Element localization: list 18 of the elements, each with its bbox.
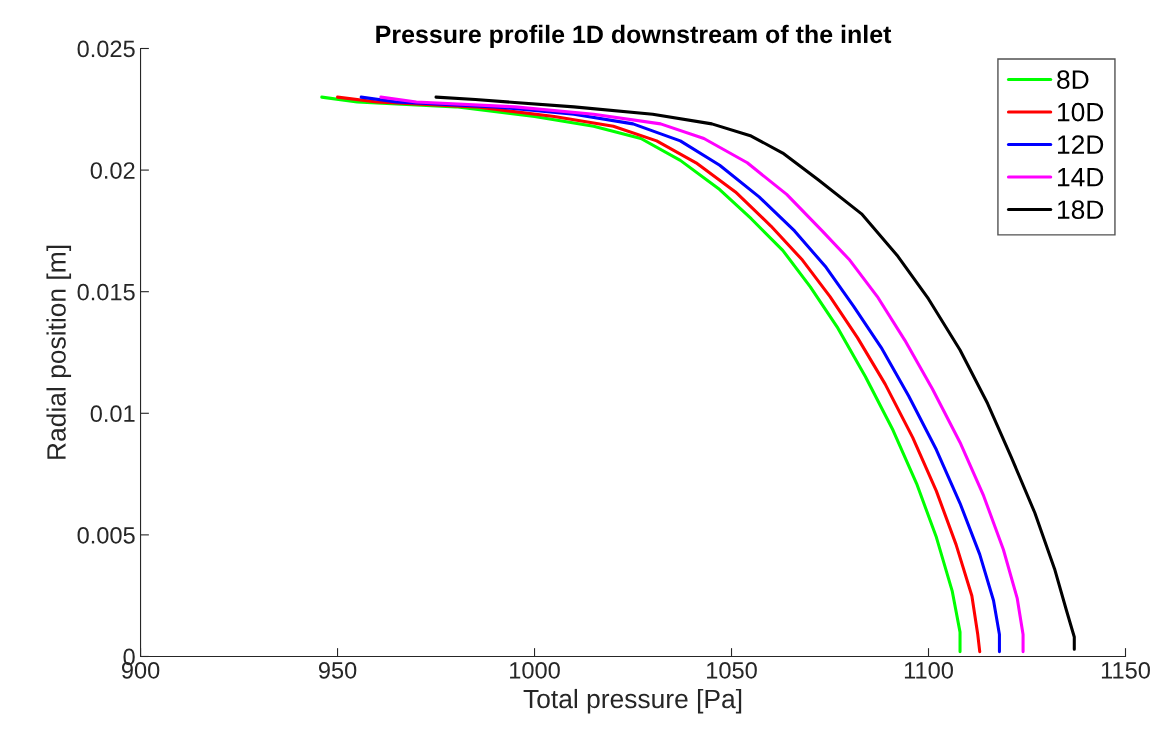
legend-label: 14D <box>1058 168 1104 187</box>
y-tick-label: 0.02 <box>90 162 135 179</box>
x-tick-label: 950 <box>318 661 357 679</box>
legend-label: 12D <box>1058 135 1104 154</box>
x-tick-label: 1100 <box>904 661 953 679</box>
x-tick-label: 1050 <box>707 661 757 679</box>
legend-label: 10D <box>1058 102 1104 122</box>
y-tick-label: 0.025 <box>77 40 135 58</box>
y-axis-title: Radial position [m] <box>46 245 72 459</box>
y-tick-label: 0.005 <box>77 526 135 544</box>
y-tick-label: 0.015 <box>77 283 135 301</box>
x-tick-label: 1150 <box>1101 661 1150 679</box>
legend-label: 18D <box>1058 200 1104 220</box>
legend-label: 8D <box>1057 70 1089 89</box>
y-tick-label: 0.01 <box>90 405 135 423</box>
chart-title: Pressure profile 1D downstream of the inlet <box>376 24 892 49</box>
x-axis-title: Total pressure [Pa] <box>523 688 742 714</box>
x-tick-label: 1000 <box>510 661 560 679</box>
